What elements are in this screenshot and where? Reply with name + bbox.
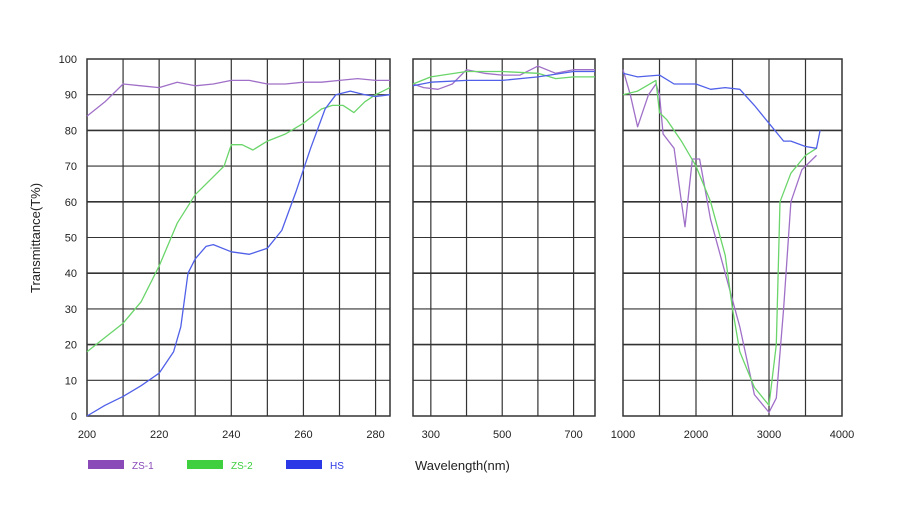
x-axis-label: Wavelength(nm) <box>415 458 510 473</box>
x-tick-label: 2000 <box>684 429 708 441</box>
y-axis-label: Transmittance(T%) <box>28 183 43 293</box>
series-line-hs <box>412 70 595 87</box>
y-tick-label: 100 <box>59 54 77 66</box>
series-line-zs-2 <box>86 87 391 353</box>
series-line-hs <box>86 90 391 417</box>
y-tick-label: 0 <box>71 411 77 423</box>
panel-3 <box>622 58 843 417</box>
y-tick-label: 20 <box>65 340 77 352</box>
legend-swatch <box>88 460 124 469</box>
legend-swatch <box>187 460 223 469</box>
series-line-zs-1 <box>412 65 595 90</box>
legend-item-hs: HS <box>286 460 344 472</box>
x-tick-label: 3000 <box>757 429 781 441</box>
panel-1 <box>86 58 391 417</box>
x-tick-label: 220 <box>150 429 168 441</box>
y-tick-label: 50 <box>65 233 77 245</box>
x-tick-label: 260 <box>294 429 312 441</box>
x-tick-label: 700 <box>564 429 582 441</box>
series-line-zs-2 <box>622 79 817 406</box>
y-tick-label: 30 <box>65 304 77 316</box>
x-tick-label: 280 <box>366 429 384 441</box>
legend-label: ZS-1 <box>132 461 154 472</box>
panel-2 <box>412 58 596 417</box>
x-tick-label: 500 <box>493 429 511 441</box>
series-line-zs-2 <box>412 70 595 85</box>
y-tick-label: 60 <box>65 197 77 209</box>
series-line-hs <box>622 72 821 149</box>
y-tick-label: 80 <box>65 125 77 137</box>
x-tick-label: 200 <box>78 429 96 441</box>
legend-label: ZS-2 <box>231 461 253 472</box>
y-tick-label: 90 <box>65 90 77 102</box>
series-line-zs-1 <box>622 69 817 414</box>
legend-swatch <box>286 460 322 469</box>
x-tick-label: 300 <box>422 429 440 441</box>
y-tick-label: 40 <box>65 268 77 280</box>
y-tick-label: 10 <box>65 375 77 387</box>
x-tick-label: 240 <box>222 429 240 441</box>
legend: ZS-1 ZS-2 HS <box>88 460 344 472</box>
y-tick-label: 70 <box>65 161 77 173</box>
legend-item-zs-1: ZS-1 <box>88 460 154 472</box>
legend-item-zs-2: ZS-2 <box>187 460 253 472</box>
legend-label: HS <box>330 461 344 472</box>
series-line-zs-1 <box>86 77 390 117</box>
x-tick-label: 4000 <box>830 429 854 441</box>
x-tick-label: 1000 <box>611 429 635 441</box>
